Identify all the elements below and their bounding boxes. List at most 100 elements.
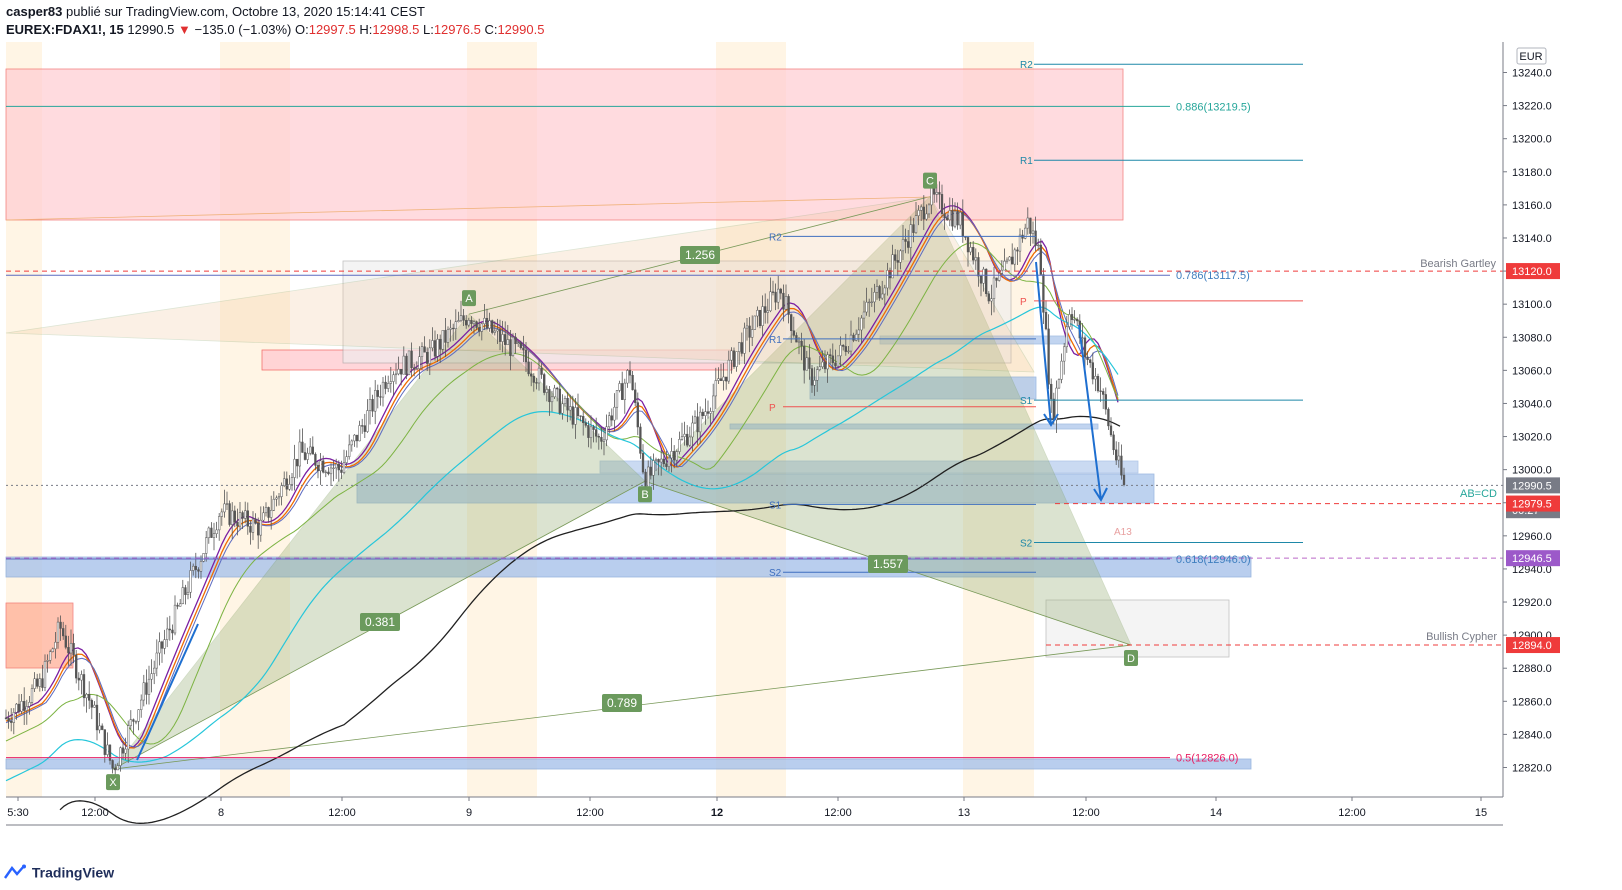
candle [602,428,606,456]
candle [4,709,8,720]
price-tag [1506,495,1560,512]
candle [917,205,920,226]
candle [379,384,382,406]
candle [883,284,886,306]
candle-body [270,510,273,518]
candle-body [62,628,65,637]
candle [296,458,299,479]
x-tick-label: 12:00 [824,807,852,819]
candle [1117,442,1120,468]
candle-body [319,460,322,472]
candle [49,649,52,664]
candle [51,647,54,653]
candle-body [992,277,996,299]
candle [862,300,866,329]
candle-body [1102,391,1105,395]
candle [587,420,590,448]
levels-layer [6,63,1503,759]
candle-body [116,765,119,771]
candle [459,300,463,323]
candle-body [959,212,962,226]
candle-body [350,440,353,446]
candle-body [816,369,819,381]
candle [483,303,486,330]
candle-body [394,373,398,376]
candle-body [667,457,671,467]
candle-body [764,306,767,313]
candle-body [491,320,494,333]
candle-body [212,533,216,538]
candle-body [462,315,465,321]
candle-body [1011,256,1014,265]
candle-body [972,247,975,261]
price-tag-label: 12990.5 [1512,480,1552,492]
candle [316,461,320,479]
candle-body [628,370,632,376]
author-name[interactable]: casper83 [6,4,63,19]
footer-brand[interactable]: TradingView [4,863,114,885]
candle-body [927,204,931,215]
supply-zone [5,68,1124,221]
candle [314,452,317,471]
candle [340,460,343,479]
candle [207,526,210,544]
candle [233,505,236,528]
candle [457,311,460,323]
candle-body [896,260,899,263]
candle-body [127,725,130,750]
price-tag [1506,477,1560,494]
candle [709,407,712,427]
candle-body [67,647,70,654]
symbol-label[interactable]: EUREX:FDAX1!, 15 [6,22,124,37]
candle [610,408,613,427]
candle [475,320,478,330]
candle-body [1057,379,1061,389]
candle-body [337,463,340,471]
candle-body [797,340,801,343]
candle-body [303,452,307,460]
candle-body [41,678,44,688]
candle [1000,260,1003,275]
candle [787,294,790,324]
candle-body [43,661,47,688]
candle [784,284,788,311]
fib-label: 0.886(13219.5) [1176,101,1251,113]
candle [478,318,481,337]
candle [844,333,847,356]
candle-body [831,355,834,364]
candle-body [400,368,403,375]
candle-body [301,441,304,453]
candle-body [888,270,892,279]
candle [574,398,577,439]
candle-body [493,330,496,333]
candle-body [556,387,559,390]
candle-body [519,342,522,349]
demand-zone [5,758,1252,770]
candle-body [470,320,473,324]
candle [556,386,559,402]
candle [618,380,621,393]
candle [121,740,125,760]
candle-body [439,338,442,350]
candle-body [267,507,270,518]
candle-body [407,350,411,375]
candle-body [558,388,561,414]
candle [766,298,769,324]
candle-body [28,702,31,707]
candle [800,332,803,361]
candle-body [719,378,723,381]
range-box [1045,599,1230,658]
candle-body [33,678,36,689]
x-tick-label: 8 [218,807,224,819]
candle [397,356,400,376]
candle [394,363,398,385]
candle-body [790,314,793,331]
candle [82,669,86,707]
candle-body [1005,259,1009,262]
candle [376,384,379,409]
candle [15,702,18,720]
candle-body [717,378,720,381]
pivot-label: R2 [1020,60,1033,71]
candle-body [501,334,504,342]
